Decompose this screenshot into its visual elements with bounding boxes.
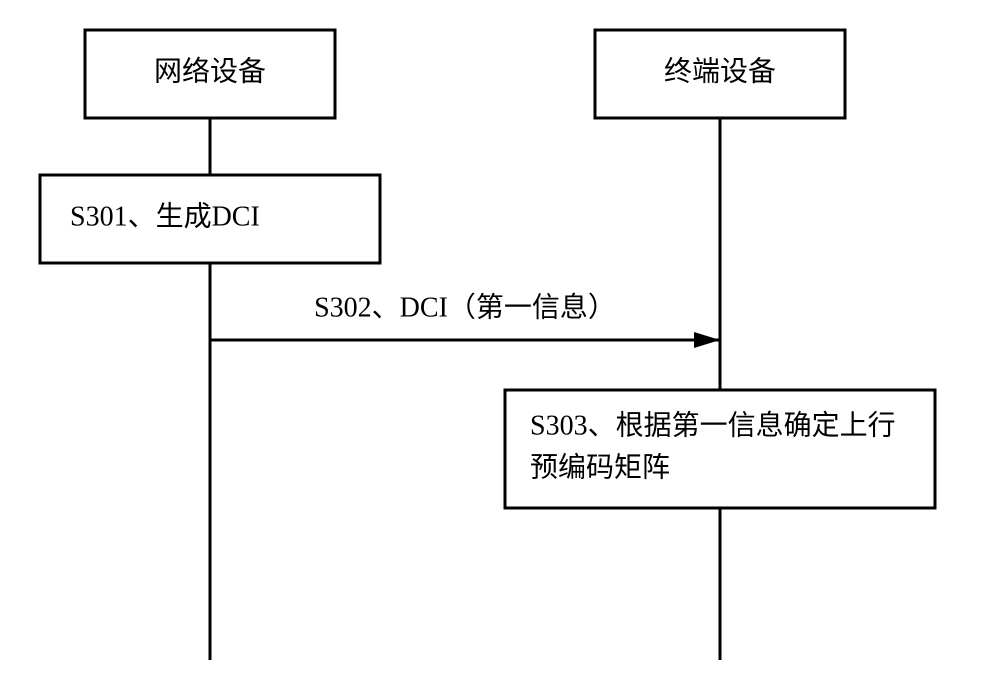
step-s303-label-line-0: S303、根据第一信息确定上行 [530,409,896,441]
msg-s302-label: S302、DCI（第一信息） [314,291,616,323]
sequence-diagram: 网络设备 终端设备 S301、生成DCI S303、根据第一信息确定上行预编码矩阵 S… [0,0,1000,678]
step-s303-box [505,390,935,508]
actor-terminal-label: 终端设备 [664,55,776,87]
actor-network-label: 网络设备 [154,55,266,87]
step-s303-label-line-1: 预编码矩阵 [530,451,670,483]
step-s301-label: S301、生成DCI [70,200,260,232]
